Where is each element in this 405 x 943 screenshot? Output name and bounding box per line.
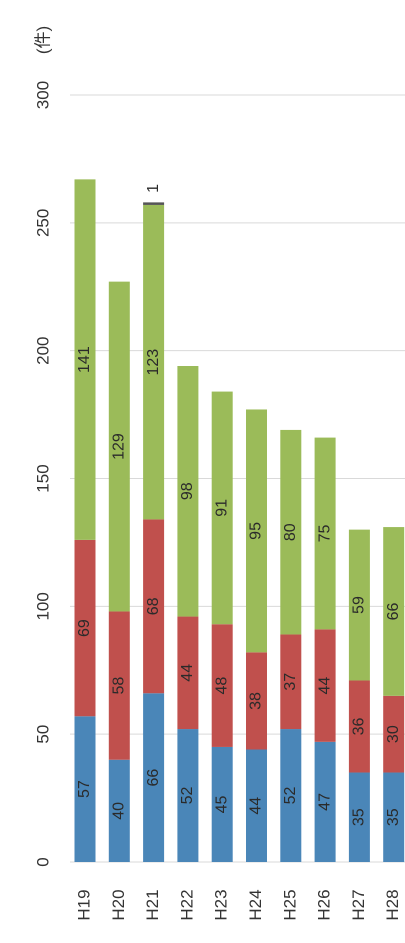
bar-segment (280, 729, 302, 862)
bar-segment (246, 652, 267, 750)
data-label: 58 (111, 677, 128, 695)
data-label: 44 (316, 677, 333, 695)
data-label: 57 (76, 780, 93, 798)
data-label: 52 (179, 787, 196, 805)
bar-segment (74, 716, 96, 862)
data-label: 141 (76, 346, 93, 373)
data-label: 40 (111, 802, 128, 820)
data-label: 1 (145, 184, 162, 193)
bar-segment (348, 772, 370, 862)
y-tick-label: 250 (33, 209, 52, 237)
data-label: 129 (111, 433, 128, 460)
bar-segment (211, 624, 233, 747)
bar-segment (383, 527, 405, 696)
bar-segment (211, 391, 233, 625)
bar-segment (348, 529, 370, 681)
bar-segment (383, 772, 405, 862)
data-label: 69 (76, 619, 93, 637)
bar-segment (143, 693, 165, 862)
bar-segment (74, 539, 96, 717)
bar-segment (246, 749, 267, 862)
unit-label: (件) (33, 26, 52, 54)
data-label: 38 (248, 692, 265, 710)
y-tick-label: 200 (33, 336, 52, 364)
bar-segment (177, 366, 199, 617)
data-label: 47 (316, 793, 333, 811)
data-label: 68 (145, 597, 162, 615)
bar-segment (348, 680, 370, 773)
data-label: 91 (213, 499, 230, 517)
data-label: 37 (282, 673, 299, 691)
x-tick-label: H23 (212, 889, 231, 920)
data-label: 98 (179, 482, 196, 500)
data-label: 80 (282, 523, 299, 541)
data-label: 44 (248, 797, 265, 815)
x-tick-label: H21 (143, 889, 162, 920)
bar-segment (143, 519, 165, 694)
data-label: 45 (213, 795, 230, 813)
x-tick-label: H26 (315, 889, 334, 920)
bar-segment (280, 429, 302, 635)
data-label: 44 (179, 664, 196, 682)
bar-segment (143, 202, 165, 205)
data-label: 35 (351, 808, 368, 826)
bar-segment (108, 759, 130, 862)
bar-segment (177, 616, 199, 730)
x-tick-label: H20 (109, 889, 128, 920)
data-label: 48 (213, 677, 230, 695)
y-tick-label: 150 (33, 464, 52, 492)
data-label: 35 (385, 808, 402, 826)
bar-segment (314, 741, 336, 862)
y-tick-label: 50 (33, 725, 52, 744)
data-label: 95 (248, 522, 265, 540)
y-tick-label: 100 (33, 592, 52, 620)
bar-segment (211, 746, 233, 862)
bar-segment (314, 437, 336, 630)
bar-segment (108, 281, 130, 612)
bar-segment (280, 634, 302, 730)
data-label: 36 (351, 717, 368, 735)
data-label: 66 (385, 602, 402, 620)
data-label: 52 (282, 787, 299, 805)
bar-segment (246, 409, 267, 653)
x-tick-label: H19 (74, 889, 93, 920)
x-tick-label: H25 (280, 889, 299, 920)
bar-segment (177, 729, 199, 862)
x-tick-label: H27 (349, 889, 368, 920)
bar-segment (383, 695, 405, 773)
x-tick-label: H28 (383, 889, 402, 920)
data-label: 66 (145, 769, 162, 787)
data-label: 59 (351, 596, 368, 614)
bar-segment (74, 179, 96, 540)
y-tick-label: 0 (33, 857, 52, 866)
data-label: 123 (145, 349, 162, 376)
data-label: 75 (316, 524, 333, 542)
bar-segment (108, 611, 130, 760)
x-tick-label: H22 (177, 889, 196, 920)
bar-segment (143, 204, 165, 520)
data-label: 30 (385, 725, 402, 743)
x-tick-label: H24 (246, 889, 265, 920)
bar-segment (314, 629, 336, 742)
y-tick-label: 300 (33, 81, 52, 109)
